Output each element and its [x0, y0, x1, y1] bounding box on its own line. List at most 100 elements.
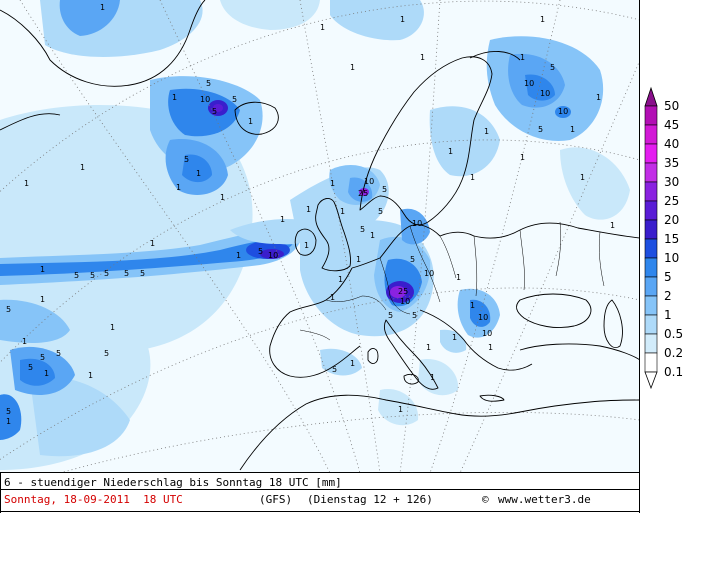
svg-text:10: 10	[268, 251, 278, 260]
svg-text:1: 1	[340, 207, 345, 216]
coast-great-britain	[315, 198, 351, 272]
svg-text:1: 1	[484, 127, 489, 136]
svg-text:5: 5	[40, 353, 45, 362]
svg-text:1: 1	[470, 173, 475, 182]
footer-divider	[0, 489, 640, 490]
precip-sw-cells	[0, 299, 70, 343]
legend-label: 50	[664, 99, 679, 113]
legend-label: 30	[664, 175, 679, 189]
legend-label: 10	[664, 251, 679, 265]
svg-text:5: 5	[206, 79, 211, 88]
svg-text:5: 5	[538, 125, 543, 134]
svg-text:5: 5	[184, 155, 189, 164]
svg-text:1: 1	[248, 117, 253, 126]
svg-text:5: 5	[388, 311, 393, 320]
coast-italy	[383, 319, 439, 390]
svg-text:1: 1	[320, 23, 325, 32]
model-name: (GFS)	[259, 493, 293, 506]
legend-swatch	[644, 219, 658, 240]
svg-text:1: 1	[426, 343, 431, 352]
svg-text:1: 1	[456, 273, 461, 282]
svg-text:1: 1	[176, 183, 181, 192]
legend-swatch	[644, 105, 658, 126]
legend-swatch	[644, 352, 658, 373]
svg-text:5: 5	[550, 63, 555, 72]
svg-text:1: 1	[196, 169, 201, 178]
coast-ireland	[294, 228, 317, 256]
legend-label: 0.5	[664, 327, 683, 341]
contour-labels: 1 1 1 1 1 1 1 5 10 5 5 1 1 5 1 1 1 1 1 5…	[6, 3, 615, 426]
svg-text:1: 1	[220, 193, 225, 202]
svg-text:5: 5	[124, 269, 129, 278]
legend-swatch	[644, 314, 658, 335]
svg-text:1: 1	[22, 337, 27, 346]
legend-arrow-bottom	[644, 371, 658, 390]
legend-arrow-top	[644, 86, 658, 107]
svg-text:1: 1	[236, 251, 241, 260]
frame-bottom	[0, 511, 640, 512]
svg-text:10: 10	[524, 79, 534, 88]
legend-swatch	[644, 143, 658, 164]
svg-text:1: 1	[570, 125, 575, 134]
svg-text:1: 1	[306, 205, 311, 214]
legend-swatch	[644, 162, 658, 183]
coast-north-africa	[239, 394, 639, 471]
legend-swatch	[644, 181, 658, 202]
map-title: 6 - stuendiger Niederschlag bis Sonntag …	[4, 476, 342, 489]
legend-swatch	[644, 295, 658, 316]
coast-balkans	[419, 309, 533, 371]
svg-text:1: 1	[44, 369, 49, 378]
svg-text:1: 1	[400, 15, 405, 24]
svg-text:5: 5	[412, 311, 417, 320]
frame-right	[639, 473, 640, 513]
coast-iceland	[234, 101, 279, 135]
svg-text:5: 5	[56, 349, 61, 358]
copyright-symbol: ©	[482, 493, 489, 506]
svg-text:5: 5	[6, 407, 11, 416]
svg-text:5: 5	[140, 269, 145, 278]
svg-text:1: 1	[488, 343, 493, 352]
svg-text:1: 1	[370, 231, 375, 240]
coast-continent	[351, 222, 639, 269]
coast-scandinavia	[359, 56, 493, 226]
svg-text:1: 1	[330, 293, 335, 302]
svg-text:1: 1	[610, 221, 615, 230]
valid-date: Sonntag, 18-09-2011 18 UTC	[4, 493, 183, 506]
footer-info: Sonntag, 18-09-2011 18 UTC (GFS) (Dienst…	[4, 493, 604, 509]
svg-text:5: 5	[90, 271, 95, 280]
svg-text:1: 1	[172, 93, 177, 102]
svg-text:10: 10	[364, 177, 374, 186]
svg-text:1: 1	[540, 15, 545, 24]
legend-label: 45	[664, 118, 679, 132]
legend-label: 0.1	[664, 365, 683, 379]
svg-text:1: 1	[338, 275, 343, 284]
svg-text:10: 10	[424, 269, 434, 278]
color-legend: 50 45 40 35 30 25 20 15 10 5 2 1 0.5 0.2 0.1	[643, 86, 704, 396]
legend-labels: 50 45 40 35 30 25 20 15 10 5 2 1 0.5 0.2 0.1	[664, 99, 683, 379]
svg-text:1: 1	[470, 301, 475, 310]
svg-text:5: 5	[74, 271, 79, 280]
svg-text:1: 1	[80, 163, 85, 172]
svg-text:5: 5	[258, 247, 263, 256]
svg-text:5: 5	[360, 225, 365, 234]
svg-text:5: 5	[104, 349, 109, 358]
svg-text:1: 1	[88, 371, 93, 380]
svg-text:25: 25	[358, 189, 368, 198]
svg-text:1: 1	[520, 153, 525, 162]
svg-text:10: 10	[412, 219, 422, 228]
legend-label: 25	[664, 194, 679, 208]
svg-text:1: 1	[350, 359, 355, 368]
svg-text:5: 5	[28, 363, 33, 372]
legend-color-bar	[644, 86, 658, 390]
svg-text:1: 1	[398, 405, 403, 414]
legend-label: 5	[664, 270, 672, 284]
svg-text:1: 1	[40, 265, 45, 274]
svg-text:5: 5	[212, 107, 217, 116]
run-info: (Dienstag 12 + 126)	[307, 493, 433, 506]
svg-text:10: 10	[482, 329, 492, 338]
svg-text:5: 5	[104, 269, 109, 278]
legend-label: 2	[664, 289, 672, 303]
svg-text:1: 1	[350, 63, 355, 72]
precipitation-map: 1 1 1 1 1 1 1 5 10 5 5 1 1 5 1 1 1 1 1 5…	[0, 0, 640, 473]
svg-text:1: 1	[448, 147, 453, 156]
